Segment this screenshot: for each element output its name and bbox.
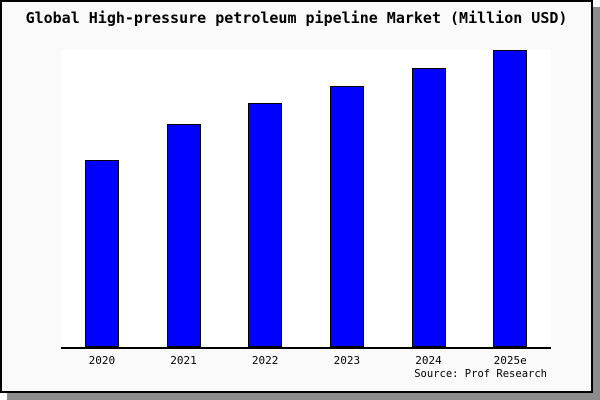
x-axis-label: 2021 [170,354,197,367]
bar-2022 [248,103,283,347]
x-axis-label: 2022 [251,354,279,367]
chart-card: Global High-pressure petroleum pipeline … [0,0,593,393]
chart-title: Global High-pressure petroleum pipeline … [25,9,568,27]
bar-2020 [84,160,119,347]
bar-2023 [329,86,364,347]
x-axis-label: 2024 [415,354,442,367]
bar-2021 [166,124,201,347]
x-axis-label: 2020 [88,354,116,367]
x-axis-label: 2023 [333,354,361,367]
plot-area [61,50,551,349]
x-axis-label: 2025e [493,354,527,367]
bar-2024 [411,68,446,347]
bar-2025e [493,50,528,347]
source-credit: Source: Prof Research [414,368,547,380]
